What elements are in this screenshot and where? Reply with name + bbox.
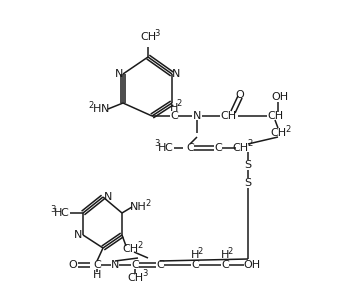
Text: N: N	[111, 260, 119, 270]
Text: C: C	[156, 260, 164, 270]
Text: C: C	[60, 208, 68, 218]
Text: C: C	[221, 260, 229, 270]
Text: 3: 3	[50, 205, 56, 214]
Text: C: C	[131, 260, 139, 270]
Text: N: N	[115, 69, 123, 79]
Text: S: S	[244, 178, 252, 188]
Text: N: N	[193, 111, 201, 121]
Text: O: O	[69, 260, 77, 270]
Text: 3: 3	[154, 139, 160, 148]
Text: 2: 2	[177, 99, 182, 108]
Text: 2: 2	[138, 241, 143, 249]
Text: OH: OH	[271, 92, 288, 102]
Text: 3: 3	[142, 269, 148, 278]
Text: H: H	[54, 208, 62, 218]
Text: CH: CH	[220, 111, 236, 121]
Text: CH: CH	[122, 244, 138, 254]
Text: N: N	[74, 230, 82, 240]
Text: H: H	[170, 103, 178, 113]
Text: C: C	[164, 143, 172, 153]
Text: C: C	[170, 111, 178, 121]
Text: 2: 2	[88, 101, 93, 109]
Text: 2: 2	[197, 247, 203, 255]
Text: N: N	[172, 69, 180, 79]
Text: 2: 2	[227, 247, 232, 255]
Text: C: C	[186, 143, 194, 153]
Text: S: S	[244, 160, 252, 170]
Text: 2: 2	[145, 198, 151, 208]
Text: CH: CH	[140, 32, 156, 42]
Text: H: H	[93, 104, 101, 114]
Text: C: C	[93, 260, 101, 270]
Text: 3: 3	[154, 28, 160, 38]
Text: H: H	[221, 250, 229, 260]
Text: CH: CH	[270, 128, 286, 138]
Text: H: H	[158, 143, 166, 153]
Text: 2: 2	[286, 125, 291, 134]
Text: 2: 2	[247, 139, 253, 148]
Text: N: N	[104, 192, 112, 202]
Text: C: C	[191, 260, 199, 270]
Text: OH: OH	[243, 260, 261, 270]
Text: H: H	[191, 250, 199, 260]
Text: CH: CH	[232, 143, 248, 153]
Text: H: H	[93, 270, 101, 280]
Text: N: N	[101, 104, 109, 114]
Text: CH: CH	[127, 273, 143, 283]
Text: O: O	[236, 90, 244, 100]
Text: CH: CH	[267, 111, 283, 121]
Text: NH: NH	[130, 202, 146, 212]
Text: C: C	[214, 143, 222, 153]
